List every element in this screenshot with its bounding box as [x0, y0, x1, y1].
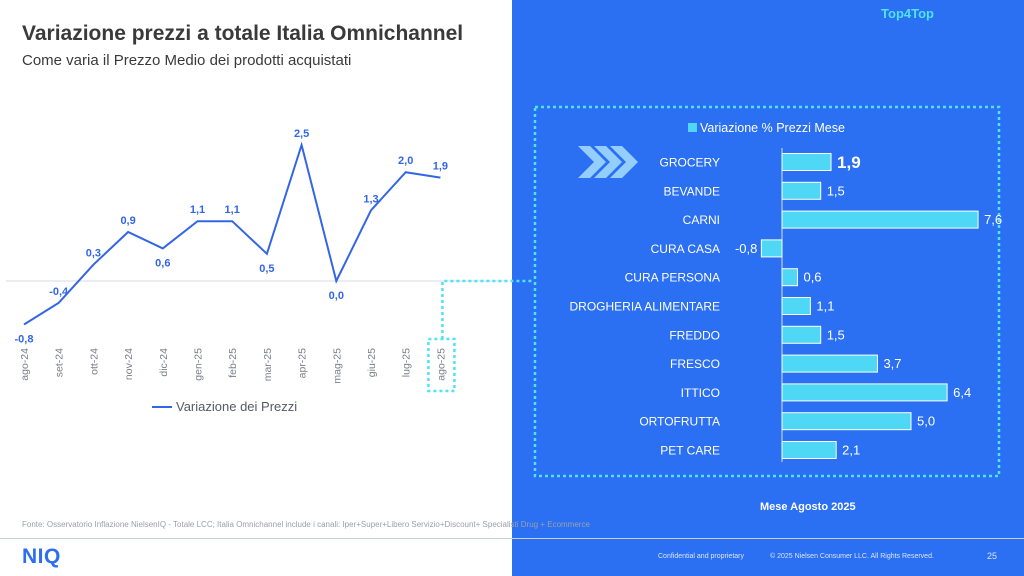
x-tick-nov-24: nov-24 — [123, 348, 135, 380]
data-label-mag-25: 0,0 — [329, 290, 344, 302]
value-label-cura-persona: 0,6 — [803, 270, 821, 285]
bar-grocery — [781, 153, 832, 171]
page-subtitle: Come varia il Prezzo Medio dei prodotti … — [22, 52, 352, 69]
x-tick-gen-25: gen-25 — [193, 348, 205, 381]
x-tick-set-24: set-24 — [54, 348, 66, 377]
confidential-note: Confidential and proprietary — [658, 553, 744, 560]
category-label-grocery: GROCERY — [660, 156, 720, 170]
value-label-pet-care: 2,1 — [842, 443, 860, 458]
data-label-gen-25: 1,1 — [190, 204, 205, 216]
page-title: Variazione prezzi a totale Italia Omnich… — [22, 22, 464, 45]
x-tick-dic-24: dic-24 — [158, 348, 170, 377]
bar-legend-label: Variazione % Prezzi Mese — [700, 121, 845, 135]
bar-cura-persona — [781, 268, 798, 287]
value-label-ortofrutta: 5,0 — [917, 414, 935, 429]
month-label: Mese Agosto 2025 — [760, 501, 856, 513]
x-tick-ago-25: ago-25 — [435, 348, 447, 381]
value-label-freddo: 1,5 — [827, 327, 845, 342]
category-label-bevande: BEVANDE — [664, 184, 720, 198]
copyright-note: © 2025 Nielsen Consumer LLC. All Rights … — [770, 553, 934, 560]
bar-fresco — [781, 354, 878, 373]
category-label-carni: CARNI — [683, 213, 720, 227]
data-label-apr-25: 2,5 — [294, 128, 309, 140]
right-panel — [512, 0, 1024, 576]
left-panel — [0, 0, 512, 576]
data-label-mar-25: 0,5 — [259, 263, 274, 275]
bar-drogheria-alimentare — [781, 297, 811, 315]
value-label-ittico: 6,4 — [953, 385, 971, 400]
x-tick-apr-25: apr-25 — [297, 348, 309, 379]
niq-logo: NIQ — [22, 545, 61, 568]
category-label-cura-casa: CURA CASA — [651, 242, 720, 256]
data-label-dic-24: 0,6 — [155, 257, 170, 269]
data-label-set-24: -0,4 — [49, 286, 69, 298]
category-label-cura-persona: CURA PERSONA — [625, 271, 720, 285]
data-label-ott-24: 0,3 — [86, 248, 101, 260]
data-label-nov-24: 0,9 — [120, 215, 135, 227]
category-label-pet-care: PET CARE — [660, 444, 720, 458]
category-label-drogheria-alimentare: DROGHERIA ALIMENTARE — [570, 300, 720, 314]
bar-chart-frame — [533, 105, 1001, 478]
data-label-lug-25: 2,0 — [398, 155, 413, 167]
connector-line — [441, 279, 534, 339]
category-label-fresco: FRESCO — [670, 357, 720, 371]
category-label-ortofrutta: ORTOFRUTTA — [639, 415, 720, 429]
x-tick-ago-24: ago-24 — [19, 348, 31, 381]
top4top-tag: Top4Top — [881, 6, 934, 21]
bar-pet-care — [781, 441, 837, 459]
value-label-carni: 7,6 — [984, 212, 1002, 227]
value-label-cura-casa: -0,8 — [735, 241, 757, 256]
bar-cura-casa — [760, 239, 783, 258]
x-tick-mag-25: mag-25 — [331, 348, 343, 384]
bar-freddo — [781, 325, 822, 344]
legend-label: Variazione dei Prezzi — [176, 399, 297, 414]
value-label-bevande: 1,5 — [827, 183, 845, 198]
x-tick-lug-25: lug-25 — [401, 348, 413, 377]
bar-ittico — [781, 383, 948, 402]
series-line-variazione-prezzi — [23, 141, 441, 326]
value-label-fresco: 3,7 — [883, 356, 901, 371]
footer-divider — [0, 538, 1024, 539]
value-label-grocery: 1,9 — [837, 153, 861, 172]
bar-legend-swatch — [688, 123, 697, 132]
page-number: 25 — [987, 551, 998, 561]
category-label-freddo: FREDDO — [669, 328, 720, 342]
category-label-ittico: ITTICO — [681, 386, 720, 400]
x-tick-mar-25: mar-25 — [262, 348, 274, 381]
data-label-ago-24: -0,8 — [15, 334, 34, 346]
value-label-drogheria-alimentare: 1,1 — [816, 299, 834, 314]
data-label-giu-25: 1,3 — [363, 193, 378, 205]
data-label-ago-25: 1,9 — [433, 161, 448, 173]
data-label-feb-25: 1,1 — [225, 204, 240, 216]
x-tick-ott-24: ott-24 — [88, 348, 100, 375]
chevron-icon-2 — [594, 146, 622, 178]
chevron-icon-3 — [610, 146, 638, 178]
chevron-icon-1 — [578, 146, 606, 178]
bar-bevande — [781, 181, 822, 200]
source-note: Fonte: Osservatorio Inflazione NielsenIQ… — [22, 520, 590, 529]
x-tick-feb-25: feb-25 — [227, 348, 239, 378]
bar-ortofrutta — [781, 412, 912, 431]
bar-carni — [781, 210, 979, 229]
x-tick-giu-25: giu-25 — [366, 348, 378, 377]
